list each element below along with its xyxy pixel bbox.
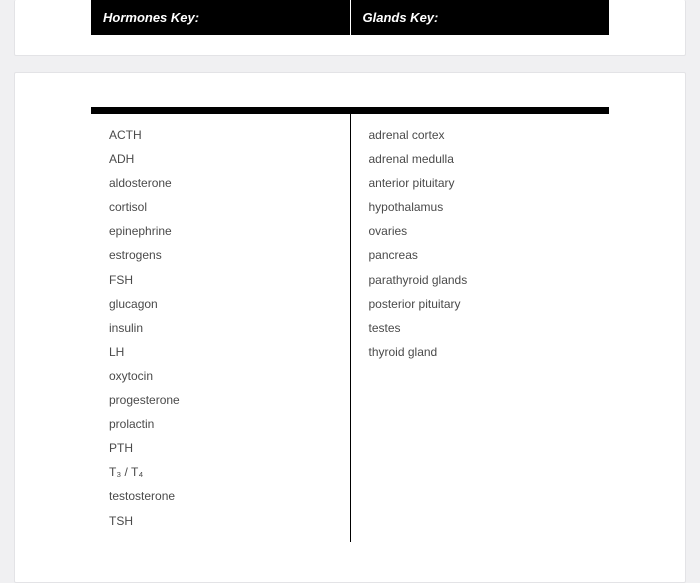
hormone-item: TSH (109, 514, 332, 530)
gland-item: parathyroid glands (369, 273, 592, 289)
gland-item: adrenal medulla (369, 152, 592, 168)
hormone-item: PTH (109, 441, 332, 457)
hormone-item: insulin (109, 321, 332, 337)
gland-item: ovaries (369, 224, 592, 240)
hormone-item: FSH (109, 273, 332, 289)
hormone-item: cortisol (109, 200, 332, 216)
hormone-item: aldosterone (109, 176, 332, 192)
gland-item: pancreas (369, 248, 592, 264)
key-inner: ACTH ADH aldosterone cortisol epinephrine est… (91, 107, 609, 542)
hormone-item: glucagon (109, 297, 332, 313)
hormone-item: testosterone (109, 489, 332, 505)
gland-item: thyroid gland (369, 345, 592, 361)
gland-item: hypothalamus (369, 200, 592, 216)
gland-item: adrenal cortex (369, 128, 592, 144)
hormone-item: ADH (109, 152, 332, 168)
glands-column: adrenal cortex adrenal medulla anterior pi… (351, 114, 610, 542)
hormone-item: estrogens (109, 248, 332, 264)
hormones-key-header: Hormones Key: (91, 0, 351, 35)
key-table: ACTH ADH aldosterone cortisol epinephrine est… (91, 114, 609, 542)
hormone-item: ACTH (109, 128, 332, 144)
header-row: Hormones Key: Glands Key: (91, 0, 609, 35)
gland-item: testes (369, 321, 592, 337)
hormone-item: epinephrine (109, 224, 332, 240)
header-card: Hormones Key: Glands Key: (14, 0, 686, 56)
key-card: ACTH ADH aldosterone cortisol epinephrine est… (14, 72, 686, 583)
hormone-item: oxytocin (109, 369, 332, 385)
hormone-item: T₃ / T₄ (109, 465, 332, 481)
glands-key-header: Glands Key: (351, 0, 610, 35)
hormone-item: LH (109, 345, 332, 361)
gland-item: posterior pituitary (369, 297, 592, 313)
hormone-item: prolactin (109, 417, 332, 433)
header-inner: Hormones Key: Glands Key: (91, 0, 609, 35)
hormones-column: ACTH ADH aldosterone cortisol epinephrine est… (91, 114, 351, 542)
key-top-bar (91, 107, 609, 114)
hormone-item: progesterone (109, 393, 332, 409)
gland-item: anterior pituitary (369, 176, 592, 192)
